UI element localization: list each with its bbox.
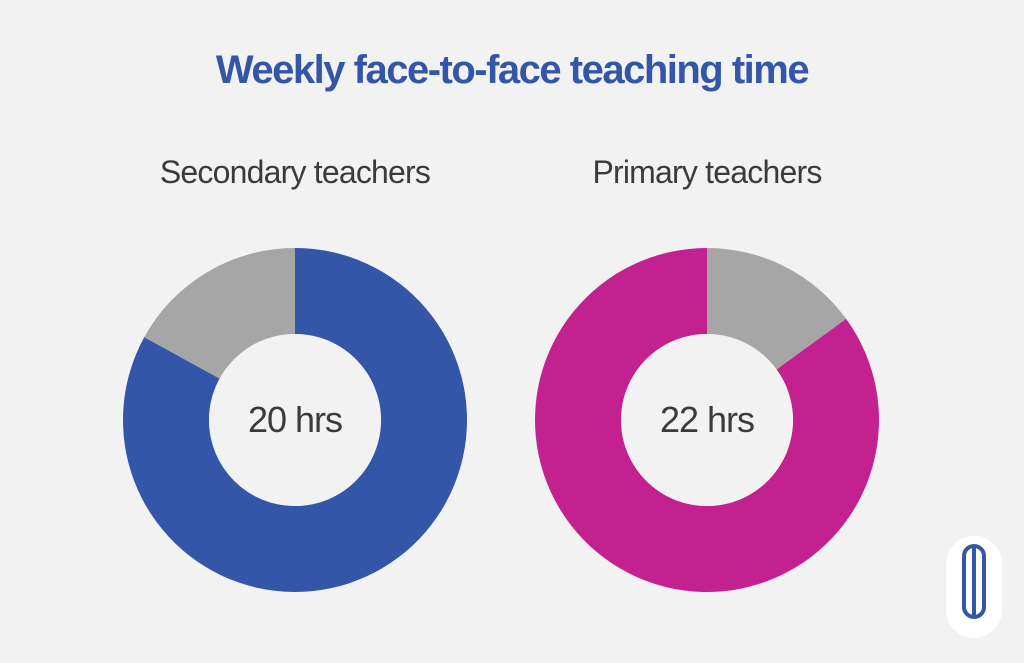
secondary-remainder-slice: [144, 248, 295, 379]
secondary-center-label: 20 hrs: [248, 399, 342, 440]
primary-chart-title: Primary teachers: [592, 154, 822, 190]
primary-teaching-slice: [535, 248, 879, 593]
secondary-teaching-slice: [122, 248, 467, 592]
chart-title: Weekly face-to-face teaching time: [215, 48, 810, 92]
primary-donut-hole: [621, 334, 793, 506]
secondary-donut-hole: [209, 334, 381, 506]
primary-center-label: 22 hrs: [660, 399, 754, 440]
primary-remainder-slice: [707, 248, 847, 370]
secondary-chart-title: Secondary teachers: [159, 154, 431, 190]
brand-logo-icon: [962, 544, 986, 619]
brand-logo: [946, 536, 1002, 638]
